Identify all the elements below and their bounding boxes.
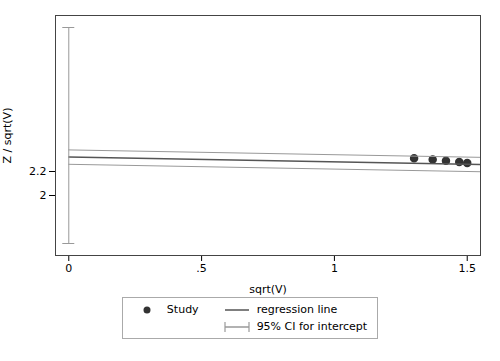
html-text:regression line: regression line (256, 303, 338, 316)
svg-text:2.2: 2.2 (29, 165, 47, 178)
svg-text:1.5: 1.5 (458, 262, 476, 275)
svg-text:1: 1 (331, 262, 338, 275)
html-text:Study: Study (166, 303, 199, 316)
svg-text:Z / sqrt(V): Z / sqrt(V) (1, 108, 14, 164)
svg-text:2: 2 (40, 189, 47, 202)
svg-text:sqrt(V): sqrt(V) (249, 283, 287, 296)
svg-text:.5: .5 (196, 262, 207, 275)
html-text:95% CI for intercept: 95% CI for intercept (256, 320, 368, 333)
svg-text:0: 0 (65, 262, 72, 275)
